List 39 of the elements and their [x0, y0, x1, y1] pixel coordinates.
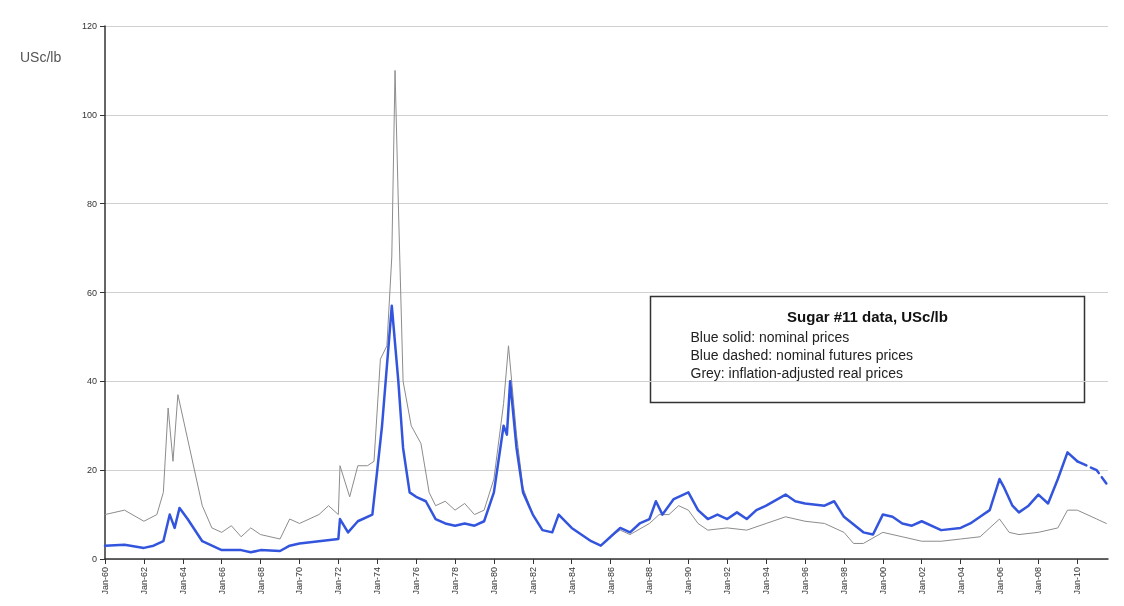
y-tick-label: 40 [86, 376, 97, 387]
x-tick-label: Jan-94 [761, 567, 772, 595]
x-tick-label: Jan-62 [138, 567, 149, 595]
x-tick-label: Jan-06 [994, 567, 1005, 595]
x-tick-label: Jan-88 [644, 567, 655, 595]
x-tick-label: Jan-84 [566, 567, 577, 595]
x-tick-label: Jan-04 [955, 567, 966, 595]
x-tick-label: Jan-00 [877, 567, 888, 595]
x-tick-label: Jan-60 [100, 567, 110, 595]
x-tick-label: Jan-86 [605, 567, 616, 595]
x-tick-label: Jan-66 [216, 567, 227, 595]
y-tick-label: 80 [86, 198, 97, 209]
x-tick-label: Jan-70 [294, 567, 305, 595]
annotation: Grey: inflation-adjusted real prices [690, 364, 903, 381]
x-tick-label: Jan-92 [722, 567, 733, 595]
y-tick-label: 20 [86, 465, 97, 476]
x-tick-label: Jan-96 [800, 567, 811, 595]
x-tick-label: Jan-78 [450, 567, 461, 595]
x-tick-label: Jan-02 [916, 567, 927, 595]
y-tick-label: 100 [81, 109, 97, 120]
x-tick-label: Jan-64 [177, 567, 188, 595]
line-series [104, 69, 1107, 547]
x-tick-label: Jan-90 [683, 567, 694, 595]
x-tick-label: Jan-08 [1033, 567, 1044, 595]
x-tick-label: Jan-80 [488, 567, 499, 595]
x-tick-label: Jan-74 [372, 567, 383, 595]
x-tick-label: Jan-98 [838, 567, 849, 595]
x-tick-label: Jan-10 [1072, 567, 1083, 595]
y-tick-label: 0 [91, 554, 97, 564]
annotation: Blue solid: nominal prices [690, 328, 850, 345]
x-tick-label: Jan-76 [411, 567, 422, 595]
annotation: Sugar #11 data, USc/lb [787, 308, 948, 325]
x-tick-label: Jan-82 [527, 567, 538, 595]
annotation: Blue dashed: nominal futures prices [690, 346, 914, 363]
y-tick-label: 120 [81, 21, 97, 31]
x-tick-label: Jan-68 [255, 567, 266, 595]
x-tick-label: Jan-72 [333, 567, 344, 595]
y-axis-title: USc/lb [20, 49, 62, 65]
y-tick-label: 60 [86, 287, 97, 298]
